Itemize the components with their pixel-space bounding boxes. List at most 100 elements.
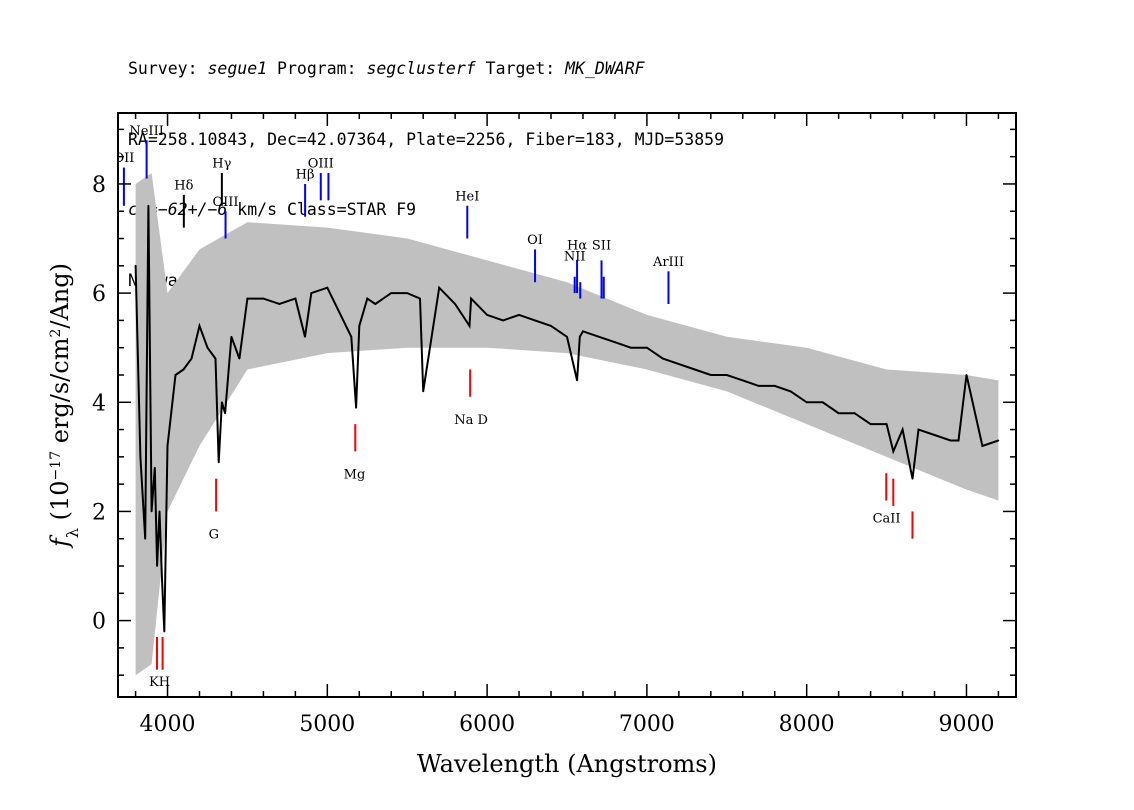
flux-point — [326, 286, 329, 289]
flux-point — [174, 374, 177, 376]
flux-point — [206, 346, 209, 349]
emission-line-label: Hδ — [174, 178, 193, 193]
target-value: MK_DWARF — [565, 59, 645, 78]
flux-point — [470, 297, 472, 300]
flux-point — [901, 428, 904, 431]
flux-point — [805, 401, 808, 404]
program-label: Program: — [267, 59, 367, 78]
flux-point — [502, 319, 504, 322]
plot-frame — [117, 112, 1017, 698]
cz-value: −62+/−6 — [157, 200, 228, 219]
emission-line-label: OII — [113, 151, 134, 166]
spectrum-header: Survey: segue1 Program: segclusterf Targ… — [128, 10, 724, 316]
x-tick-label: 9000 — [938, 712, 994, 737]
flux-point — [614, 341, 616, 344]
survey-value: segue1 — [207, 59, 268, 78]
emission-line-label: HeI — [455, 189, 479, 204]
flux-point — [163, 630, 166, 633]
emission-line-label: Hα — [567, 238, 587, 253]
flux-point — [598, 335, 600, 338]
flux-point — [578, 335, 581, 338]
flux-point — [350, 335, 353, 338]
flux-point — [646, 346, 648, 349]
flux-point — [662, 357, 664, 360]
flux-point — [294, 297, 297, 300]
noise-envelope — [135, 173, 999, 676]
flux-point — [198, 325, 201, 327]
x-tick-label: 8000 — [779, 712, 835, 737]
flux-point — [933, 434, 936, 436]
flux-point — [837, 412, 840, 415]
flux-point — [821, 401, 824, 404]
absorption-line-label: G — [209, 528, 219, 543]
flux-point — [917, 428, 920, 431]
emission-line-label: OI — [527, 233, 543, 248]
flux-point — [789, 390, 792, 393]
absorption-line-label: Na D — [454, 413, 488, 428]
absorption-line-label: KH — [149, 675, 170, 690]
flux-point — [147, 204, 150, 207]
flux-point — [182, 368, 185, 371]
flux-point — [438, 286, 441, 289]
flux-point — [419, 297, 421, 300]
flux-point — [156, 565, 159, 567]
flux-point — [997, 439, 1000, 442]
y-axis-title: fλ (10−17 erg/s/cm2/Ang) — [46, 263, 82, 549]
flux-point — [678, 363, 680, 365]
flux-point — [892, 450, 895, 453]
class-text: km/s Class=STAR F9 — [227, 200, 417, 219]
emission-line-label: OIII — [212, 195, 238, 210]
y-tick-label: 6 — [92, 282, 106, 307]
flux-point — [310, 292, 313, 294]
flux-point — [390, 292, 393, 294]
x-tick-label: 4000 — [140, 712, 196, 737]
flux-point — [230, 335, 233, 338]
x-tick-label: 5000 — [299, 712, 355, 737]
axis-ticks: 4000 5000 6000 7000 8000 9000 0 2 4 6 8 — [92, 113, 1016, 737]
header-line-2: RA=258.10843, Dec=42.07364, Plate=2256, … — [128, 129, 725, 149]
header-line-1: Survey: segue1 Program: segclusterf Targ… — [128, 57, 724, 81]
flux-point — [869, 423, 872, 425]
x-tick-label: 7000 — [619, 712, 675, 737]
flux-point — [278, 303, 281, 305]
flux-point — [217, 461, 220, 464]
flux-point — [709, 374, 712, 376]
flux-point — [885, 423, 888, 425]
flux-point — [158, 510, 161, 513]
flux-point — [576, 379, 578, 382]
flux-point — [981, 445, 984, 447]
flux-point — [262, 297, 265, 300]
emission-line-label: NII — [564, 249, 586, 264]
absorption-line-label: Mg — [344, 468, 366, 483]
flux-point — [582, 330, 584, 333]
flux-point — [486, 314, 488, 316]
emission-line-label: NeIII — [129, 124, 163, 139]
flux-point — [534, 319, 536, 322]
flux-point — [366, 297, 369, 300]
flux-point — [374, 303, 377, 305]
flux-point — [693, 368, 696, 371]
emission-line-label: Hγ — [212, 157, 231, 172]
flux-point — [150, 510, 153, 513]
survey-label: Survey: — [128, 59, 208, 78]
flux-point — [153, 466, 156, 469]
flux-point — [358, 325, 361, 327]
flux-point — [355, 406, 357, 409]
flux-point — [630, 346, 632, 349]
x-tick-label: 6000 — [459, 712, 515, 737]
flux-point — [853, 412, 856, 415]
flux-point — [246, 297, 249, 300]
flux-point — [139, 456, 142, 458]
flux-point — [342, 319, 345, 322]
flux-point — [550, 325, 552, 327]
target-label: Target: — [475, 59, 566, 78]
flux-point — [566, 335, 568, 338]
emission-line-label: Hβ — [296, 167, 315, 182]
y-tick-label: 2 — [92, 500, 106, 525]
absorption-line-label: CaII — [873, 511, 901, 526]
flux-point — [518, 314, 520, 316]
flux-point — [957, 439, 960, 442]
flux-point — [166, 445, 169, 447]
